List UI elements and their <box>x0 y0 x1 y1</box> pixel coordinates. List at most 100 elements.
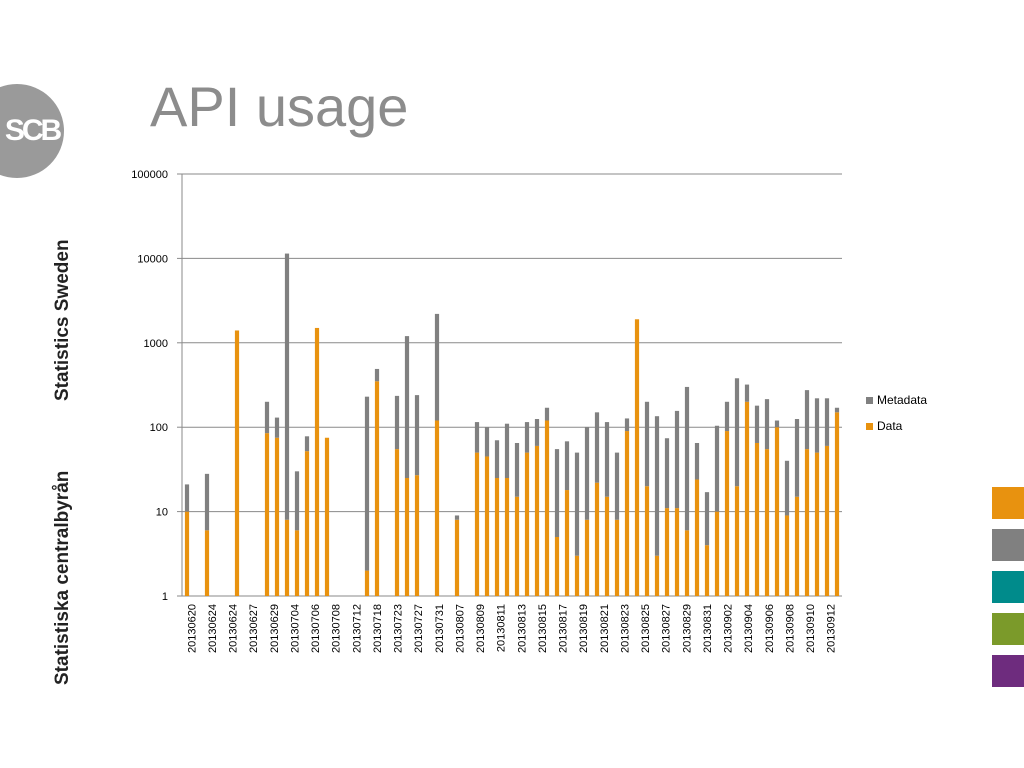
bar-data <box>544 420 550 596</box>
bar-data <box>794 496 800 596</box>
x-tick-label: 20130629 <box>269 604 281 653</box>
bar-data <box>684 530 690 596</box>
legend-swatch-metadata <box>866 397 873 404</box>
bar-metadata <box>264 401 270 434</box>
bar-metadata <box>564 441 570 491</box>
x-tick-label: 20130817 <box>558 604 570 653</box>
x-tick-label: 20130718 <box>372 604 384 653</box>
bar-metadata <box>404 336 410 479</box>
x-tick-label: 20130904 <box>743 604 755 653</box>
bar-data <box>524 452 530 596</box>
y-tick-label: 10000 <box>137 253 168 265</box>
bar-metadata <box>584 427 590 520</box>
bar-metadata <box>614 452 620 520</box>
bar-data <box>374 381 380 596</box>
bar-metadata <box>454 515 460 520</box>
x-tick-label: 20130704 <box>289 604 301 653</box>
bar-data <box>674 508 680 596</box>
x-tick-label: 20130829 <box>681 604 693 653</box>
bar-data <box>614 519 620 596</box>
x-tick-label: 20130819 <box>578 604 590 653</box>
bar-metadata <box>594 412 600 483</box>
x-tick-label: 20130908 <box>784 604 796 653</box>
bar-metadata <box>804 390 810 450</box>
x-tick-label: 20130815 <box>537 604 549 653</box>
x-tick-label: 20130813 <box>516 604 528 653</box>
x-tick-label: 20130731 <box>434 604 446 653</box>
bar-data <box>184 511 190 596</box>
bar-data <box>484 456 490 596</box>
x-tick-label: 20130712 <box>351 604 363 653</box>
bar-data <box>744 401 750 596</box>
bar-data <box>574 555 580 596</box>
bar-data <box>774 427 780 596</box>
bar-data <box>644 486 650 596</box>
y-tick-label: 100000 <box>131 169 168 181</box>
bar-data <box>824 445 830 596</box>
bar-data <box>754 442 760 596</box>
bar-data <box>664 508 670 596</box>
bar-data <box>494 478 500 596</box>
bar-metadata <box>434 313 440 421</box>
x-tick-label: 20130723 <box>393 604 405 653</box>
bar-data <box>704 545 710 596</box>
bar-data <box>364 570 370 596</box>
x-tick-label: 20130821 <box>599 604 611 653</box>
bar-data <box>274 437 280 596</box>
legend-swatch-data <box>866 423 873 430</box>
bar-metadata <box>784 460 790 516</box>
y-tick-label: 100 <box>150 422 168 434</box>
bar-data <box>414 475 420 596</box>
bar-data <box>784 515 790 596</box>
bar-metadata <box>684 386 690 531</box>
bar-data <box>504 478 510 596</box>
bar-data <box>454 519 460 596</box>
x-tick-label: 20130825 <box>640 604 652 653</box>
x-tick-label: 20130624 <box>228 604 240 653</box>
bar-data <box>564 490 570 596</box>
x-tick-label: 20130902 <box>723 604 735 653</box>
bar-metadata <box>534 419 540 446</box>
legend-label-data: Data <box>877 419 903 433</box>
bar-data <box>724 431 730 596</box>
bar-metadata <box>414 395 420 476</box>
bar-metadata <box>524 422 530 453</box>
x-tick-label: 20130912 <box>826 604 838 653</box>
page-title: API usage <box>150 75 409 138</box>
bar-data <box>314 327 320 596</box>
bar-data <box>554 537 560 596</box>
bar-data <box>534 445 540 596</box>
bar-data <box>604 496 610 596</box>
y-tick-label: 10 <box>156 507 168 519</box>
bar-metadata <box>744 384 750 402</box>
legend-label-metadata: Metadata <box>877 393 927 407</box>
bar-metadata <box>694 442 700 480</box>
bar-data <box>594 482 600 596</box>
x-tick-label: 20130624 <box>207 604 219 653</box>
x-tick-label: 20130627 <box>248 604 260 653</box>
bar-data <box>654 555 660 596</box>
bar-data <box>404 478 410 596</box>
bar-metadata <box>304 436 310 452</box>
bar-data <box>804 449 810 596</box>
gray-swatch <box>992 529 1024 561</box>
bar-metadata <box>824 398 830 446</box>
x-tick-label: 20130807 <box>454 604 466 653</box>
x-tick-label: 20130727 <box>413 604 425 653</box>
bar-metadata <box>754 405 760 443</box>
logo-text: SCB <box>4 114 62 147</box>
olive-swatch <box>992 613 1024 645</box>
bar-metadata <box>624 418 630 432</box>
bar-data <box>434 420 440 596</box>
bar-metadata <box>714 425 720 512</box>
bar-metadata <box>274 417 280 438</box>
x-tick-label: 20130708 <box>331 604 343 653</box>
bar-metadata <box>834 407 840 413</box>
x-tick-label: 20130831 <box>702 604 714 653</box>
bar-data <box>834 412 840 596</box>
x-tick-label: 20130910 <box>805 604 817 653</box>
bar-metadata <box>704 492 710 546</box>
bar-metadata <box>574 452 580 556</box>
bar-metadata <box>774 420 780 428</box>
